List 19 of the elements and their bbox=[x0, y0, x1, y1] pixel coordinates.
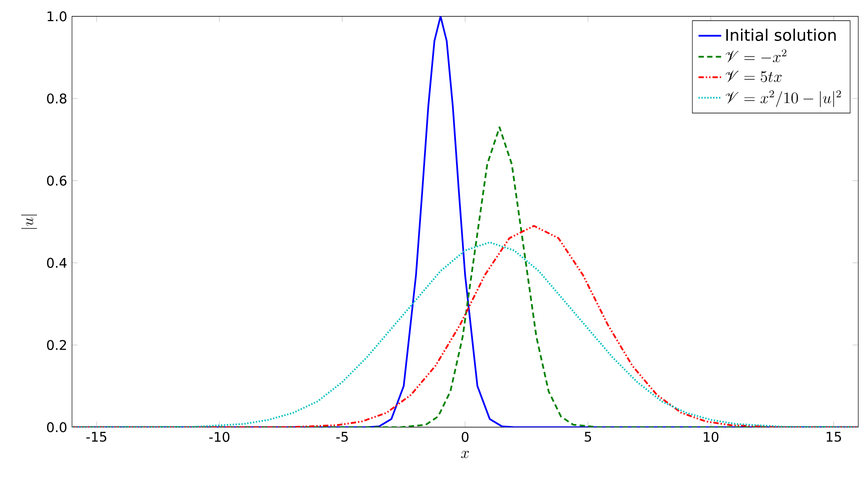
y-axis-title: $|u|$ bbox=[21, 214, 38, 229]
x-tick-label: 10 bbox=[704, 432, 718, 442]
legend-label: $\mathscr{V} = 5tx$ bbox=[726, 70, 782, 82]
x-axis-title: $x$ bbox=[461, 450, 469, 458]
y-tick-label: 0.6 bbox=[47, 176, 66, 186]
legend-label: $\mathscr{V} = x^2/10 - |u|^2$ bbox=[726, 90, 841, 108]
y-tick-label: 0.8 bbox=[47, 93, 66, 104]
x-tick-label: -10 bbox=[209, 432, 230, 442]
x-tick-label: -5 bbox=[336, 432, 348, 442]
y-tick-label: 0.0 bbox=[47, 422, 66, 432]
y-tick-label: 0.2 bbox=[47, 340, 66, 350]
x-tick-label: 5 bbox=[584, 432, 592, 442]
y-tick-label: 1.0 bbox=[48, 11, 66, 22]
legend-label: Initial solution bbox=[726, 28, 836, 41]
y-tick-label: 0.4 bbox=[47, 258, 67, 268]
x-tick-label: -15 bbox=[86, 432, 106, 442]
x-tick-label: 0 bbox=[462, 432, 468, 442]
x-tick-label: 15 bbox=[826, 432, 841, 442]
legend-label: $\mathscr{V} = -x^2$ bbox=[726, 49, 786, 62]
